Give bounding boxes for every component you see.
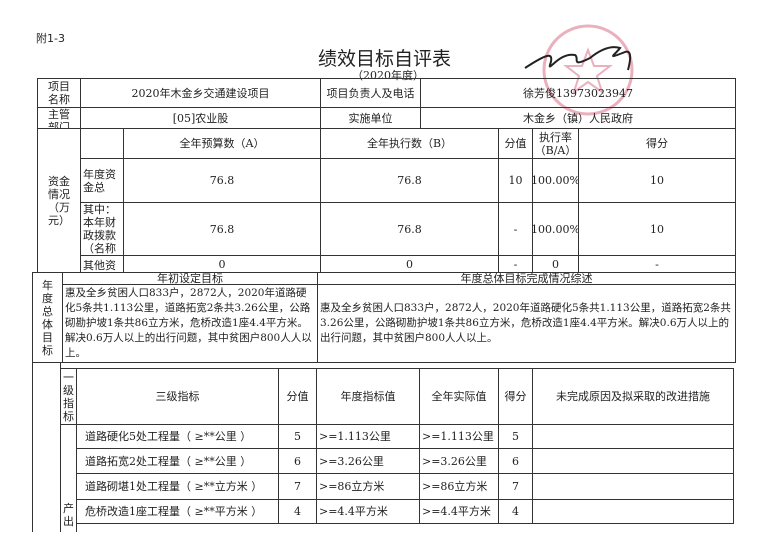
- indicator-name: 道路硬化5处工程量（ ≥**公里 ）: [76, 424, 279, 449]
- funds-row-b: 76.8: [320, 202, 499, 256]
- indicator-score: 7: [498, 473, 533, 500]
- header-score-value: 分值: [278, 368, 317, 425]
- indicator-actual: >=1.113公里: [419, 424, 499, 449]
- funds-row-score-value: -: [498, 255, 533, 273]
- page-title: 绩效目标自评表: [318, 48, 452, 70]
- dept-value: [05]农业股: [80, 107, 321, 129]
- funds-row-score: -: [578, 255, 736, 273]
- project-name-value: 2020年木金乡交通建设项目: [80, 78, 321, 108]
- header-level3: 三级指标: [76, 368, 279, 425]
- indicator-actual: >=86立方米: [419, 473, 499, 500]
- header-score-value: 分值: [498, 128, 533, 159]
- funds-row-a: 76.8: [123, 202, 321, 256]
- indicator-actual: >=4.4平方米: [419, 499, 499, 524]
- funds-row-score: 10: [578, 202, 736, 256]
- indicator-score: 4: [498, 499, 533, 524]
- header-rate: 执行率（B/A）: [532, 128, 579, 159]
- indicator-reason: [532, 448, 734, 474]
- header-target: 年度指标值: [316, 368, 420, 425]
- funds-row-rate: 100.00%: [532, 202, 579, 256]
- indicator-target: >=86立方米: [316, 473, 420, 500]
- indicator-target: >=4.4平方米: [316, 499, 420, 524]
- signature: [524, 46, 632, 71]
- goals-initial-text: 惠及全乡贫困人口833户，2872人，2020年道路硬化5条共1.113公里，道…: [62, 284, 318, 363]
- indicator-score-value: 4: [278, 499, 317, 524]
- indicator-score: 5: [498, 424, 533, 449]
- funds-row-label: 年度资金总: [80, 158, 124, 203]
- project-owner-value: 徐芳俊13973023947: [420, 78, 736, 108]
- funds-row-a: 76.8: [123, 158, 321, 203]
- impl-value: 木金乡（镇）人民政府: [420, 107, 736, 129]
- funds-row-b: 76.8: [320, 158, 499, 203]
- indicator-actual: >=3.26公里: [419, 448, 499, 474]
- indicator-reason: [532, 473, 734, 500]
- header-score: 得分: [578, 128, 736, 159]
- project-name-label: 项目名称: [37, 78, 81, 108]
- header-executed: 全年执行数（B）: [320, 128, 499, 159]
- annex-label: 附1-3: [36, 32, 65, 45]
- indicator-name: 道路拓宽2处工程量（ ≥**公里 ）: [76, 448, 279, 474]
- project-owner-label: 项目负责人及电话: [320, 78, 421, 108]
- indicator-reason: [532, 499, 734, 524]
- funds-row-b: 0: [320, 255, 499, 273]
- indicator-reason: [532, 424, 734, 449]
- header-score: 得分: [498, 368, 533, 425]
- dept-label: 主管部门: [37, 107, 81, 129]
- indicator-score-value: 5: [278, 424, 317, 449]
- goals-summary-text: 惠及全乡贫困人口833户，2872人，2020年道路硬化5条共1.113公里，道…: [317, 284, 736, 363]
- funds-row-label: 其他资: [80, 255, 124, 273]
- header-budget: 全年预算数（A）: [123, 128, 321, 159]
- indicator-score-value: 7: [278, 473, 317, 500]
- indicator-score-value: 6: [278, 448, 317, 474]
- indicator-name: 道路砌堪1处工程量（ ≥**立方米 ）: [76, 473, 279, 500]
- funds-section-label: 资金情况（万元）: [37, 128, 81, 273]
- indicator-target: >=3.26公里: [316, 448, 420, 474]
- funds-row-score: 10: [578, 158, 736, 203]
- funds-row-rate: 100.00%: [532, 158, 579, 203]
- indicator-name: 危桥改造1座工程量（ ≥**平方米 ）: [76, 499, 279, 524]
- indicator-score: 6: [498, 448, 533, 474]
- funds-row-rate: 0: [532, 255, 579, 273]
- impl-label: 实施单位: [320, 107, 421, 129]
- indicator-target: >=1.113公里: [316, 424, 420, 449]
- funds-row-score-value: 10: [498, 158, 533, 203]
- goals-section-label: 年度总体目标: [32, 272, 63, 363]
- funds-header-blank: [80, 128, 124, 159]
- funds-row-a: 0: [123, 255, 321, 273]
- header-level1: 一级指标: [60, 368, 77, 425]
- header-reason: 未完成原因及拟采取的改进措施: [532, 368, 734, 425]
- group-label-output: 产出: [60, 424, 77, 532]
- official-stamp: [524, 24, 634, 116]
- funds-row-score-value: -: [498, 202, 533, 256]
- indicators-outer-column: [32, 362, 61, 532]
- header-actual: 全年实际值: [419, 368, 499, 425]
- funds-row-label: 其中：本年财政拨款（名称和规: [80, 202, 124, 256]
